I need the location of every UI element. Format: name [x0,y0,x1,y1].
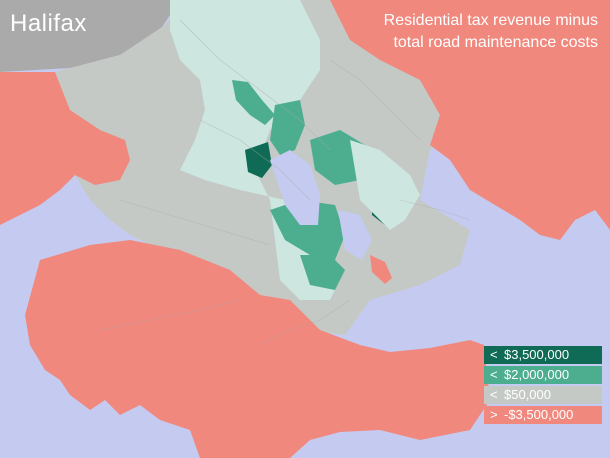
island [370,255,392,284]
region-positive-medium-d [270,200,345,260]
region-mid-teal-east [350,140,420,230]
legend-item-low: < $50,000 [484,386,602,404]
road-network [99,19,471,346]
harbour-water [270,150,320,225]
legend-label: $2,000,000 [504,367,570,382]
legend-label: $50,000 [504,387,551,402]
legend-sign: < [490,367,498,382]
legend-label: $3,500,000 [504,347,570,362]
region-positive-medium-a [232,80,275,125]
legend-item-negative: > -$3,500,000 [484,406,602,424]
region-positive-medium-b [270,100,305,155]
region-positive-high-a [245,142,272,178]
legend-sign: < [490,347,498,362]
region-top-left [0,0,180,72]
city-title: Halifax [10,10,87,37]
region-negative-northeast [330,0,610,240]
region-positive-medium-e [300,255,345,290]
map-title-line-1: Residential tax revenue minus [383,12,598,29]
bedford-basin-water [338,210,372,260]
region-negative-south [25,240,490,458]
legend: < $3,500,000 < $2,000,000 < $50,000 > -$3,50… [484,346,602,426]
map-title-line-2: total road maintenance costs [393,34,598,51]
legend-sign: < [490,387,498,402]
legend-item-high: < $3,500,000 [484,346,602,364]
legend-label: -$3,500,000 [504,407,574,422]
legend-sign: > [490,407,498,422]
region-negative-west [0,72,130,225]
map-title: Residential tax revenue minus total road… [308,10,598,54]
legend-item-medium: < $2,000,000 [484,366,602,384]
